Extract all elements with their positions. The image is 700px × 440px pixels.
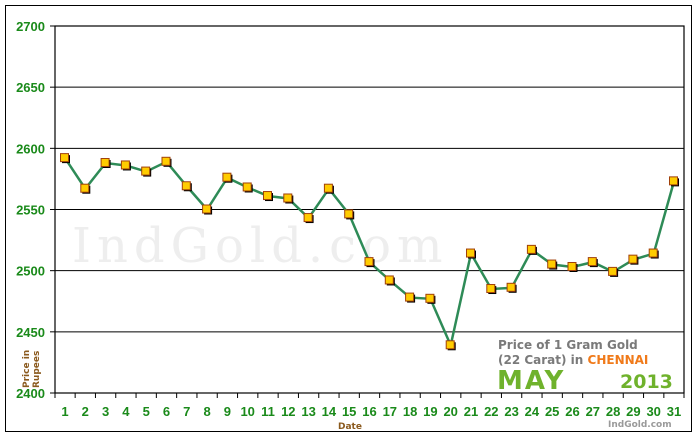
data-point-marker: [303, 213, 313, 223]
x-tick-label: 14: [322, 404, 337, 419]
legend-city: CHENNAI: [588, 353, 649, 367]
x-tick-label: 30: [646, 404, 660, 419]
legend-title-line1: Price of 1 Gram Gold: [498, 338, 638, 352]
x-tick-label: 18: [403, 404, 417, 419]
x-tick-label: 7: [183, 404, 190, 419]
credit-text: IndGold.com: [608, 420, 672, 430]
data-point-marker: [425, 293, 435, 303]
x-tick-label: 25: [545, 404, 559, 419]
x-tick-label: 17: [383, 404, 397, 419]
y-axis-title-line2: Rupees: [32, 351, 42, 388]
x-tick-label: 13: [301, 404, 315, 419]
y-axis-ticks: 2400 2450 2500 2550 2600 2650 2700: [16, 19, 55, 401]
x-tick-label: 27: [586, 404, 600, 419]
x-tick-label: 28: [606, 404, 620, 419]
data-point-marker: [526, 244, 536, 254]
data-point-marker: [222, 172, 232, 182]
data-point-marker: [120, 160, 130, 170]
price-series: [60, 153, 679, 351]
y-axis-title: Price in Rupees: [22, 350, 42, 388]
data-point-marker: [100, 158, 110, 168]
x-axis-title: Date: [338, 422, 362, 432]
data-point-marker: [323, 183, 333, 193]
data-point-marker: [202, 204, 212, 214]
data-point-marker: [486, 284, 496, 294]
data-point-marker: [405, 292, 415, 302]
y-axis-title-line1: Price in: [22, 350, 32, 388]
y-tick-label: 2650: [16, 80, 45, 95]
data-point-marker: [364, 257, 374, 267]
data-point-marker: [466, 248, 475, 258]
y-tick-label: 2550: [16, 203, 45, 218]
x-tick-label: 9: [224, 404, 231, 419]
x-tick-label: 2: [82, 404, 89, 419]
data-point-marker: [445, 340, 455, 350]
data-point-marker: [648, 248, 658, 258]
x-tick-label: 8: [203, 404, 210, 419]
legend-carat: (22 Carat) in: [498, 353, 588, 367]
data-point-marker: [384, 275, 394, 285]
x-axis-ticks: 1 2 3 4 5 6 7 8 9 10 11 12 13 14 15 16 17 18 19 20 21 22 23 24 2…: [54, 393, 685, 419]
data-point-marker: [242, 182, 252, 192]
watermark: IndGold.com: [72, 218, 448, 274]
y-tick-label: 2600: [16, 141, 45, 156]
data-point-marker: [263, 191, 272, 201]
y-tick-label: 2450: [16, 325, 45, 340]
y-tick-label: 2700: [16, 19, 45, 34]
x-tick-label: 11: [261, 404, 275, 419]
x-tick-label: 3: [102, 404, 109, 419]
x-tick-label: 12: [281, 404, 295, 419]
x-tick-label: 31: [667, 404, 681, 419]
x-tick-label: 20: [443, 404, 457, 419]
legend-title-line2: (22 Carat) in CHENNAI: [498, 353, 648, 367]
data-point-marker: [587, 257, 597, 267]
x-tick-label: 6: [163, 404, 170, 419]
x-tick-label: 1: [61, 404, 68, 419]
data-point-marker: [60, 153, 69, 163]
data-point-marker: [181, 181, 191, 191]
x-tick-label: 5: [143, 404, 150, 419]
legend-year: 2013: [620, 371, 673, 393]
y-tick-label: 2500: [16, 264, 45, 279]
chart-legend: Price of 1 Gram Gold (22 Carat) in CHENN…: [497, 338, 673, 396]
data-point-marker: [628, 254, 638, 264]
data-point-marker: [80, 183, 90, 193]
data-point-marker: [161, 156, 171, 166]
data-point-marker: [567, 261, 577, 271]
x-tick-label: 4: [122, 404, 130, 419]
data-point-marker: [547, 259, 557, 269]
x-tick-label: 26: [565, 404, 579, 419]
data-point-marker: [506, 282, 516, 292]
legend-month: MAY: [497, 366, 565, 396]
x-tick-label: 22: [484, 404, 498, 419]
x-tick-label: 24: [525, 404, 540, 419]
data-point-marker: [141, 166, 151, 176]
data-point-marker: [669, 176, 678, 186]
x-tick-label: 15: [342, 404, 356, 419]
x-tick-label: 21: [464, 404, 478, 419]
data-point-marker: [344, 209, 354, 219]
gridlines: [55, 86, 684, 333]
x-tick-label: 29: [626, 404, 640, 419]
x-tick-label: 19: [423, 404, 437, 419]
y-tick-label: 2400: [16, 386, 45, 401]
data-point-marker: [283, 193, 293, 203]
watermark-text: IndGold.com: [72, 218, 448, 274]
data-point-marker: [608, 266, 618, 276]
x-tick-label: 16: [362, 404, 376, 419]
x-tick-label: 23: [504, 404, 518, 419]
x-tick-label: 10: [240, 404, 254, 419]
